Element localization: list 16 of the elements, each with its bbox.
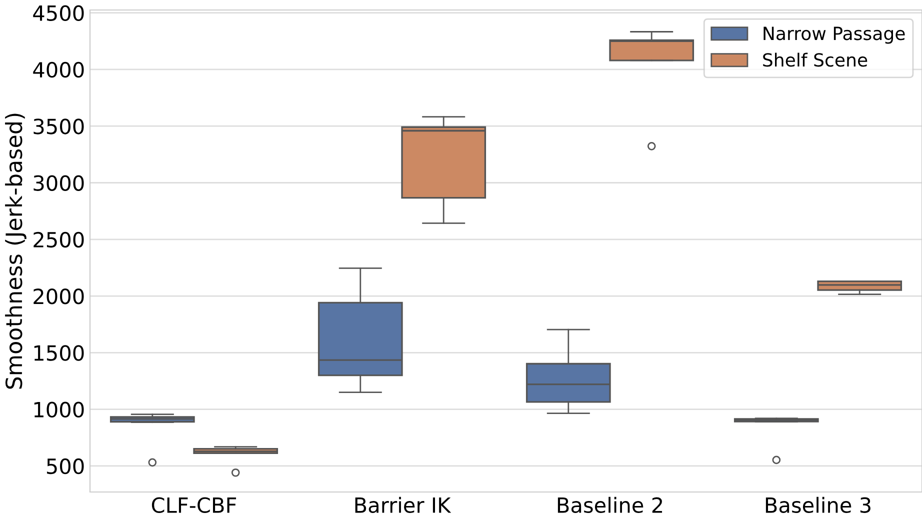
x-tick-label: CLF-CBF — [152, 497, 236, 513]
y-tick-label: 500 — [46, 458, 84, 474]
x-tick-label: Baseline 2 — [558, 496, 662, 513]
x-tick-label: Barrier IK — [355, 496, 452, 513]
y-tick-label: 2000 — [34, 288, 84, 304]
y-axis-title: Smoothness (Jerk-based) — [5, 114, 26, 389]
y-tick-label: 3000 — [34, 175, 84, 191]
y-tick-label: 3500 — [34, 118, 84, 134]
y-tick-label: 4000 — [33, 62, 84, 78]
y-tick-label: 1500 — [34, 345, 84, 361]
y-tick-label: 1000 — [34, 402, 84, 418]
legend-label: Narrow Passage — [764, 26, 905, 44]
legend-label: Shelf Scene — [763, 52, 868, 67]
y-tick-label: 4500 — [33, 5, 84, 22]
x-tick-label: Baseline 3 — [766, 496, 870, 513]
y-tick-label: 2500 — [34, 232, 84, 248]
